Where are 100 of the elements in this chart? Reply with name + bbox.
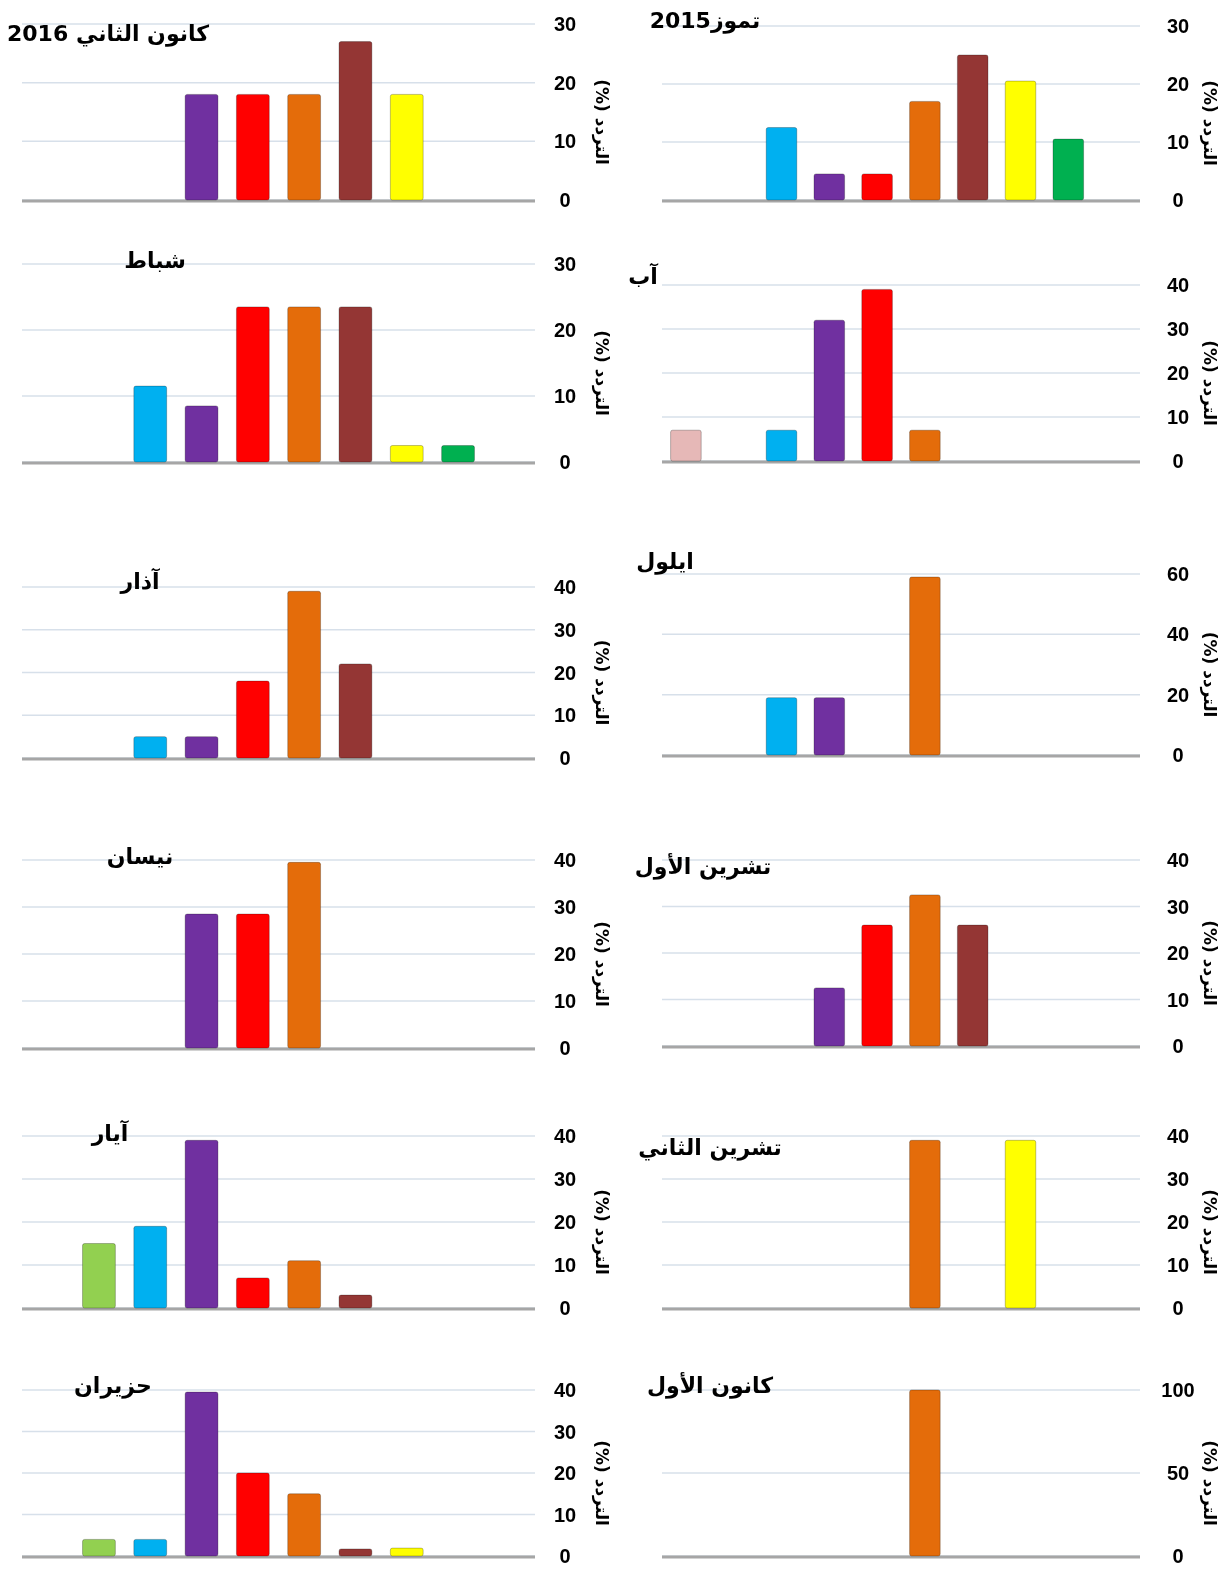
chart-title: تموز2015	[649, 8, 761, 34]
y-axis-title: التردد (%)	[1199, 340, 1220, 426]
y-tick-label: 10	[1166, 1254, 1190, 1276]
y-tick-label: 10	[553, 130, 577, 153]
chart-title: شباط	[124, 248, 186, 273]
y-tick-label: 20	[553, 1462, 577, 1484]
y-tick-label: 20	[1166, 362, 1190, 384]
y-axis-title: التردد (%)	[591, 921, 612, 1007]
bar	[82, 1243, 116, 1309]
y-tick-label: 50	[1166, 1462, 1190, 1484]
bar	[338, 1294, 373, 1309]
bar	[909, 894, 941, 1047]
y-tick-label: 40	[1166, 623, 1190, 646]
y-axis-title: التردد (%)	[591, 1189, 612, 1275]
y-tick-label: 0	[559, 1297, 571, 1319]
bar	[133, 1538, 168, 1557]
bar	[184, 405, 219, 463]
y-tick-label: 40	[553, 576, 577, 598]
bar	[441, 445, 475, 463]
chart-title: حزيران	[74, 1373, 152, 1399]
bar	[338, 306, 373, 463]
bar	[82, 1538, 116, 1557]
y-tick-label: 0	[559, 451, 571, 473]
bar	[861, 173, 893, 201]
y-axis-title: التردد (%)	[1199, 631, 1220, 718]
y-tick-label: 20	[1166, 1211, 1190, 1233]
y-tick-label: 20	[553, 71, 577, 94]
y-tick-label: 10	[1166, 131, 1190, 153]
y-tick-label: 0	[559, 747, 571, 769]
bar	[813, 987, 846, 1047]
y-tick-label: 0	[1172, 1297, 1184, 1319]
y-tick-label: 0	[1172, 1545, 1184, 1567]
y-tick-label: 40	[553, 1379, 577, 1401]
y-axis-title: التردد (%)	[1199, 80, 1220, 166]
y-tick-label: 40	[1166, 1125, 1190, 1147]
bar	[861, 924, 893, 1047]
y-tick-label: 30	[553, 253, 577, 275]
bar	[813, 319, 846, 462]
bar	[389, 445, 424, 463]
bar	[956, 54, 989, 201]
chart-title: نيسان	[106, 844, 174, 869]
y-tick-label: 30	[553, 1420, 577, 1443]
y-tick-label: 20	[553, 1211, 577, 1233]
bar	[287, 1493, 322, 1557]
y-tick-label: 10	[553, 1254, 577, 1276]
y-tick-label: 0	[1172, 1035, 1184, 1057]
y-tick-label: 10	[553, 704, 577, 727]
chart-title: تشرين الأول	[634, 852, 772, 880]
y-tick-label: 30	[553, 618, 577, 641]
y-tick-label: 10	[1166, 406, 1190, 428]
y-tick-label: 30	[1166, 15, 1190, 37]
bar	[133, 1225, 168, 1309]
bar	[235, 306, 270, 463]
chart-title: آيار	[90, 1119, 129, 1146]
bar	[909, 429, 941, 462]
y-axis-title: التردد (%)	[591, 330, 612, 416]
y-tick-label: 60	[1166, 563, 1190, 585]
bar	[287, 590, 322, 759]
y-axis-title: التردد (%)	[591, 79, 612, 165]
chart-title: ايلول	[636, 549, 694, 575]
y-tick-label: 20	[553, 661, 577, 684]
y-axis-title: التردد (%)	[1199, 920, 1220, 1006]
y-tick-label: 20	[1166, 73, 1190, 95]
bar	[184, 1391, 219, 1557]
bar	[184, 736, 219, 759]
y-tick-label: 40	[1166, 849, 1190, 871]
y-tick-label: 30	[1166, 1168, 1190, 1190]
bar	[909, 100, 941, 201]
y-tick-label: 10	[553, 990, 577, 1012]
bar	[184, 1139, 219, 1309]
bar	[765, 429, 798, 462]
y-tick-label: 40	[1166, 274, 1190, 296]
bar	[813, 173, 846, 201]
bar	[133, 385, 168, 463]
chart-title: تشرين الثاني	[638, 1135, 782, 1161]
bar	[861, 288, 893, 462]
bar	[338, 1548, 373, 1557]
y-axis-title: التردد (%)	[1199, 1189, 1220, 1275]
y-tick-label: 0	[559, 1545, 571, 1567]
bar	[956, 924, 989, 1047]
y-tick-label: 30	[1166, 895, 1190, 918]
y-tick-label: 40	[553, 1125, 577, 1147]
bar	[389, 1547, 424, 1557]
bar	[338, 663, 373, 759]
y-tick-label: 30	[553, 1168, 577, 1190]
y-axis-title: التردد (%)	[591, 639, 612, 726]
bar	[235, 1277, 270, 1309]
y-tick-label: 30	[553, 13, 577, 35]
y-tick-label: 20	[553, 319, 577, 341]
y-tick-label: 0	[1172, 450, 1184, 472]
bar	[235, 1472, 270, 1557]
bar	[1052, 138, 1085, 201]
chart-title: آذار	[119, 567, 160, 594]
bar	[287, 306, 322, 463]
chart-title: كانون الأول	[646, 1371, 774, 1399]
chart-title: كانون الثاني 2016	[7, 21, 210, 47]
chart-title: آب	[628, 262, 659, 289]
y-tick-label: 0	[559, 1037, 571, 1059]
y-axis-title: التردد (%)	[1199, 1440, 1220, 1526]
bar	[235, 680, 270, 759]
